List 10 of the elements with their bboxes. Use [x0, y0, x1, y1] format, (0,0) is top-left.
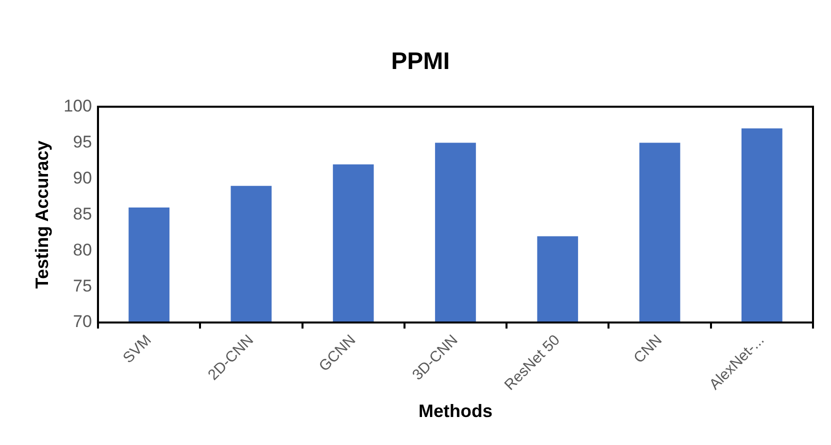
y-tick-label: 75 — [73, 276, 92, 296]
y-tick-label: 85 — [73, 204, 92, 224]
y-axis-title: Testing Accuracy — [32, 140, 52, 289]
y-tick-label: 100 — [64, 96, 92, 116]
y-tick-label: 80 — [73, 240, 92, 260]
y-tick-label: 95 — [73, 132, 92, 152]
y-tick-label: 70 — [73, 312, 92, 332]
y-tick-label: 90 — [73, 168, 92, 188]
chart-title: PPMI — [391, 48, 450, 76]
x-axis-title: Methods — [418, 401, 492, 422]
